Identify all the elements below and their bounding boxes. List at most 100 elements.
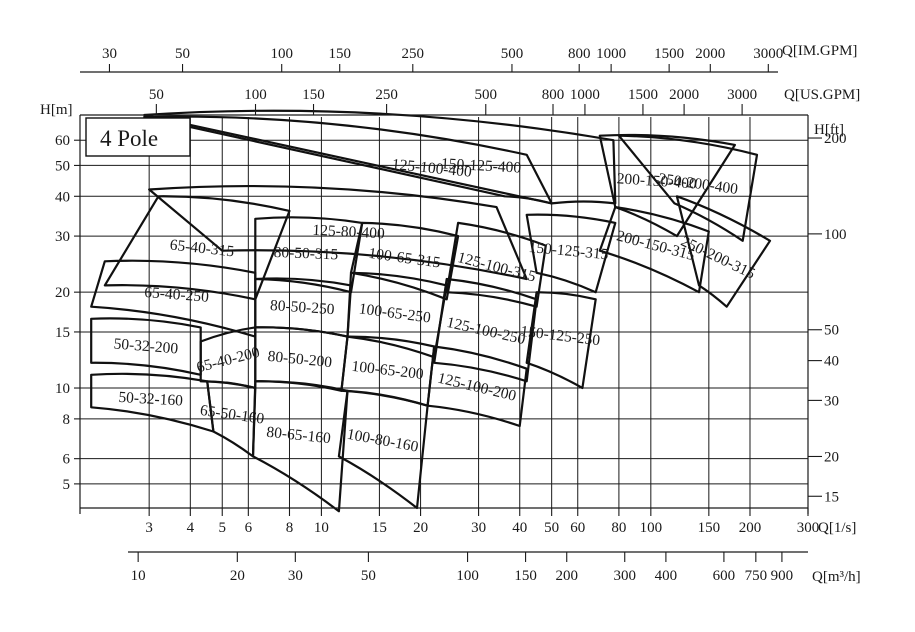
x-usgpm-tick-label: 150 xyxy=(302,87,325,103)
y-left-tick-label: 15 xyxy=(55,325,70,341)
x-m3h-tick-label: 900 xyxy=(771,568,794,584)
x-imgpm-tick-label: 150 xyxy=(328,46,351,62)
curve-zone xyxy=(251,380,349,513)
curve-label: 65-40-250 xyxy=(144,284,210,306)
y-left-tick-label: 20 xyxy=(55,285,70,301)
x-imgpm-tick-label: 1500 xyxy=(654,46,684,62)
x-imgpm-tick-label: 100 xyxy=(270,46,293,62)
x-usgpm-tick-label: 2000 xyxy=(669,87,699,103)
x-imgpm-tick-label: 50 xyxy=(175,46,190,62)
x-primary-tick-label: 3 xyxy=(145,520,153,536)
x-primary-axis-label: Q[1/s] xyxy=(818,520,856,536)
x-m3h-tick-label: 30 xyxy=(288,568,303,584)
x-primary-tick-label: 4 xyxy=(187,520,195,536)
x-usgpm-tick-label: 100 xyxy=(244,87,267,103)
x-primary-tick-label: 150 xyxy=(698,520,721,536)
y-left-tick-label: 30 xyxy=(55,229,70,245)
x-imgpm-tick-label: 30 xyxy=(102,46,117,62)
x-imgpm-tick-label: 250 xyxy=(402,46,425,62)
curve-label: 200-150-400 xyxy=(616,170,697,192)
y-left-tick-label: 60 xyxy=(55,133,70,149)
x-m3h-tick-label: 20 xyxy=(230,568,245,584)
x-primary-tick-label: 50 xyxy=(544,520,559,536)
x-m3h-tick-label: 200 xyxy=(555,568,578,584)
x-primary-tick-label: 15 xyxy=(372,520,387,536)
curve-zone xyxy=(433,277,538,383)
curve-label: 125-100-250 xyxy=(445,314,527,348)
x-usgpm-tick-label: 500 xyxy=(475,87,498,103)
y-left-tick-label: 10 xyxy=(55,381,70,397)
curve-label: 80-65-160 xyxy=(266,424,332,448)
x-primary-tick-label: 60 xyxy=(570,520,585,536)
curve-label: 80-50-200 xyxy=(267,348,333,371)
x-usgpm-tick-label: 50 xyxy=(149,87,164,103)
curve-zone xyxy=(598,206,710,294)
curve-label: 65-40-200 xyxy=(195,344,262,377)
x-imgpm-tick-label: 2000 xyxy=(695,46,725,62)
x-usgpm-tick-label: 1500 xyxy=(628,87,658,103)
x-imgpm-tick-label: 1000 xyxy=(596,46,626,62)
y-left-tick-label: 8 xyxy=(63,412,71,428)
x-m3h-tick-label: 10 xyxy=(131,568,146,584)
axes: 5 6 8 10 15 20 30 40 50 60 15 20 30 40 50 100 200 3 4 5 6 8 10… xyxy=(55,46,847,584)
x-m3h-tick-label: 150 xyxy=(514,568,537,584)
curve-label: 125-100-315 xyxy=(456,249,538,286)
y-right-tick-label: 15 xyxy=(824,489,839,505)
curve-zone xyxy=(675,195,772,308)
x-usgpm-tick-label: 250 xyxy=(375,87,398,103)
x-primary-tick-label: 30 xyxy=(471,520,486,536)
curve-label: 150-125-400 xyxy=(441,155,522,176)
y-right-tick-label: 30 xyxy=(824,393,839,409)
x-m3h-tick-label: 100 xyxy=(456,568,479,584)
curve-zone xyxy=(617,134,759,242)
curve-zone xyxy=(598,133,736,238)
x-primary-tick-label: 8 xyxy=(286,520,294,536)
y-left-tick-label: 5 xyxy=(63,477,71,493)
y-right-tick-label: 20 xyxy=(824,449,839,465)
y-left-axis-label: H[m] xyxy=(40,102,73,118)
curve-label: 100-65-315 xyxy=(367,245,441,272)
x-imgpm-tick-label: 3000 xyxy=(753,46,783,62)
curve-zone xyxy=(525,291,597,390)
curve-zone xyxy=(148,184,528,281)
y-right-tick-label: 200 xyxy=(824,131,847,147)
curve-zone xyxy=(525,213,617,294)
curve-label: 65-40-315 xyxy=(169,236,235,260)
curve-label: 80-50-315 xyxy=(273,244,338,263)
y-right-tick-label: 100 xyxy=(824,227,847,243)
x-primary-tick-label: 10 xyxy=(314,520,329,536)
curve-zone xyxy=(349,221,460,301)
curve-label: 50-32-160 xyxy=(118,389,184,410)
x-imgpm-tick-label: 800 xyxy=(568,46,591,62)
y-left-tick-label: 50 xyxy=(55,158,70,174)
x-primary-tick-label: 300 xyxy=(797,520,820,536)
x-m3h-tick-label: 50 xyxy=(361,568,376,584)
y-right-axis-label: H[ft] xyxy=(814,122,844,138)
curve-zone xyxy=(254,216,364,294)
x-usgpm-tick-label: 1000 xyxy=(570,87,600,103)
x-primary-tick-label: 40 xyxy=(512,520,527,536)
x-m3h-tick-label: 400 xyxy=(655,568,678,584)
curve-label: 100-65-200 xyxy=(351,358,425,383)
y-right-tick-label: 50 xyxy=(824,323,839,339)
x-m3h-axis-label: Q[m³/h] xyxy=(812,569,861,585)
y-right-tick-label: 40 xyxy=(824,354,839,370)
curve-label: 125-80-400 xyxy=(312,222,385,243)
x-usgpm-tick-label: 800 xyxy=(542,87,565,103)
grid-layer xyxy=(80,117,809,508)
curve-zones xyxy=(90,109,772,513)
pole-title-box: 4 Pole xyxy=(85,117,191,157)
x-m3h-tick-label: 300 xyxy=(613,568,636,584)
y-left-tick-label: 40 xyxy=(55,189,70,205)
x-primary-tick-label: 20 xyxy=(413,520,428,536)
x-primary-tick-label: 100 xyxy=(640,520,663,536)
x-imgpm-tick-label: 500 xyxy=(501,46,524,62)
curve-label: 50-32-200 xyxy=(113,335,179,357)
curve-label: 100-80-160 xyxy=(346,426,420,456)
curve-label: 80-50-250 xyxy=(269,297,335,318)
curve-zone xyxy=(143,109,617,205)
x-usgpm-axis-label: Q[US.GPM] xyxy=(784,87,860,103)
x-primary-tick-label: 80 xyxy=(611,520,626,536)
x-primary-tick-label: 5 xyxy=(218,520,226,536)
